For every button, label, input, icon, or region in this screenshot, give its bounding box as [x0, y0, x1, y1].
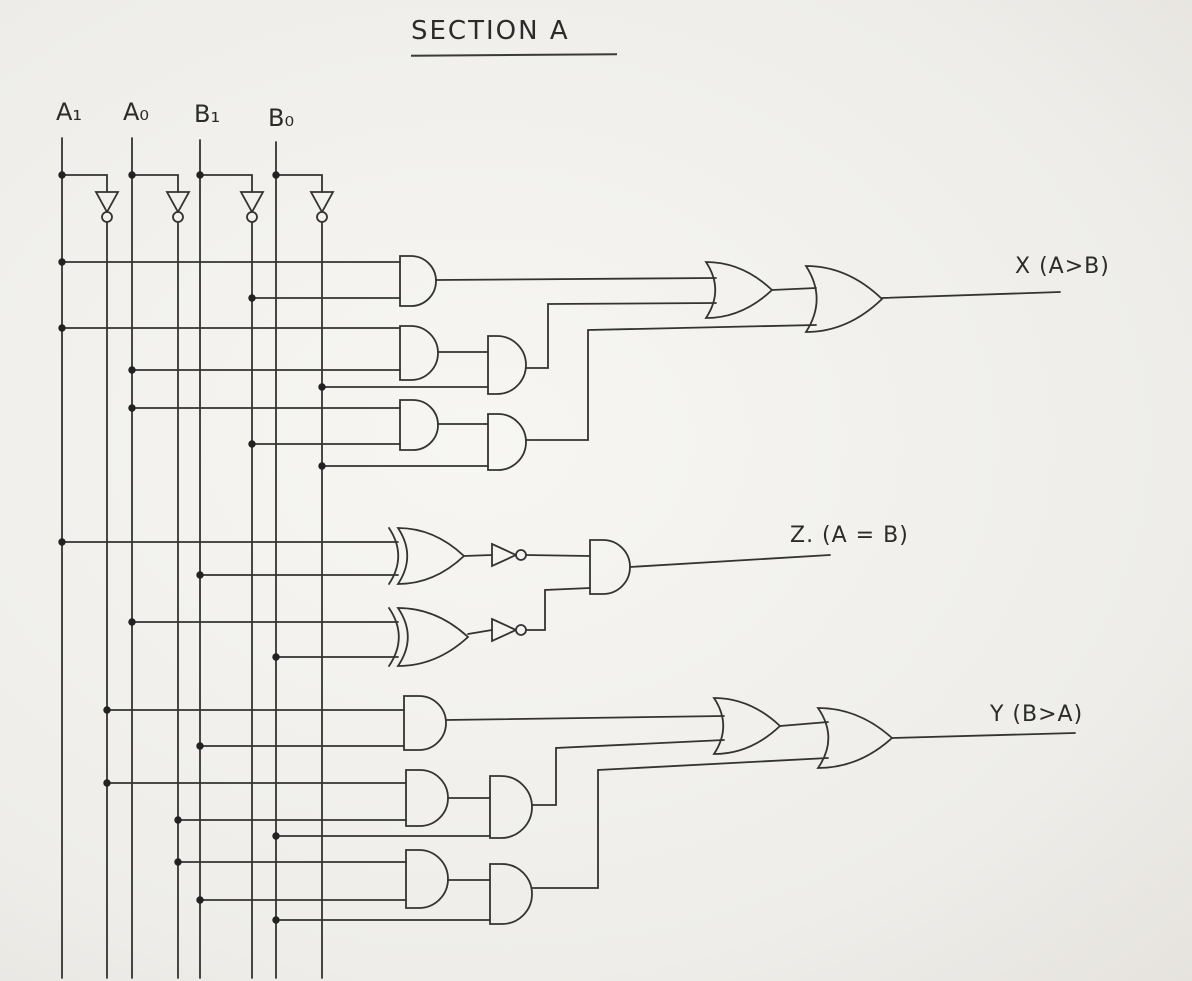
- input-not-gate: [94, 191, 120, 214]
- not-bubble: [172, 211, 184, 223]
- junction-dot: [103, 706, 111, 714]
- junction-dot: [272, 916, 280, 924]
- wire: [531, 757, 829, 889]
- junction-dot: [318, 462, 326, 470]
- wire: [435, 277, 717, 281]
- input-label-b1: B₁: [194, 100, 221, 128]
- not-gate-z1: [491, 542, 519, 568]
- not-bubble: [515, 624, 527, 636]
- junction-dot: [128, 366, 136, 374]
- input-label-b0: B₀: [268, 104, 295, 132]
- or-gate-x2: [804, 265, 884, 333]
- inverter-feed: [61, 174, 108, 193]
- junction-dot: [128, 404, 136, 412]
- wire: [531, 739, 725, 806]
- wire: [771, 287, 817, 291]
- junction-dot: [58, 171, 66, 179]
- junction-dot: [174, 816, 182, 824]
- junction-dot: [196, 571, 204, 579]
- gate-layer: [94, 191, 894, 925]
- junction-dot: [174, 858, 182, 866]
- wire: [445, 715, 725, 721]
- not-bubble: [316, 211, 328, 223]
- wire: [525, 587, 591, 631]
- inverter-feed: [131, 174, 179, 193]
- junction-dot: [272, 171, 280, 179]
- junction-dot: [248, 440, 256, 448]
- not-bubble: [246, 211, 258, 223]
- input-label-a1: A₁: [56, 98, 83, 126]
- output-label-y: Y (B>A): [990, 702, 1084, 727]
- junction-dot: [196, 171, 204, 179]
- xnor-gate-body: [396, 527, 466, 585]
- wire: [463, 554, 493, 557]
- or-gate-y1: [712, 697, 782, 755]
- junction-dot: [58, 324, 66, 332]
- and-gate-x4: [399, 399, 439, 451]
- junction-layer: [58, 171, 326, 924]
- junction-dot: [272, 653, 280, 661]
- section-title: SECTION A: [411, 16, 570, 46]
- not-bubble: [101, 211, 113, 223]
- output-label-z: Z. (A = B): [790, 523, 909, 548]
- and-gate-x5: [487, 413, 527, 471]
- junction-dot: [248, 294, 256, 302]
- input-not-gate: [165, 191, 191, 214]
- wire: [525, 554, 591, 557]
- junction-dot: [318, 383, 326, 391]
- and-gate-x2: [399, 325, 439, 381]
- and-gate-y2: [405, 769, 449, 827]
- and-gate-y3: [489, 775, 533, 839]
- and-gate-z: [589, 539, 631, 595]
- wire: [525, 324, 817, 441]
- junction-dot: [196, 896, 204, 904]
- output-wire-x: [881, 291, 1061, 299]
- inverter-feed: [199, 174, 253, 193]
- input-not-gate: [239, 191, 265, 214]
- junction-dot: [196, 742, 204, 750]
- and-gate-y4: [405, 849, 449, 909]
- output-label-x: X (A>B): [1015, 254, 1110, 279]
- input-label-a0: A₀: [123, 98, 150, 126]
- and-gate-y5: [489, 863, 533, 925]
- wire: [467, 629, 493, 635]
- wire: [779, 721, 829, 727]
- and-gate-x1: [399, 255, 437, 307]
- inverter-feed: [275, 174, 323, 193]
- and-gate-x3: [487, 335, 527, 395]
- wire-layer: [61, 137, 1076, 979]
- wire: [525, 302, 717, 369]
- junction-dot: [272, 832, 280, 840]
- or-gate-x1: [704, 261, 774, 319]
- xor-gate-arc: [388, 527, 400, 585]
- title-block: SECTION A: [405, 14, 625, 60]
- not-gate-z2: [491, 617, 519, 643]
- output-wire-y: [891, 732, 1076, 739]
- input-not-gate: [309, 191, 335, 214]
- junction-dot: [128, 171, 136, 179]
- junction-dot: [58, 258, 66, 266]
- junction-dot: [103, 779, 111, 787]
- junction-dot: [128, 618, 136, 626]
- junction-dot: [58, 538, 66, 546]
- xnor-gate-body: [396, 607, 470, 667]
- output-wire-z: [629, 554, 831, 568]
- and-gate-y1: [403, 695, 447, 751]
- not-bubble: [515, 549, 527, 561]
- or-gate-y2: [816, 707, 894, 769]
- xor-gate-arc: [388, 607, 400, 667]
